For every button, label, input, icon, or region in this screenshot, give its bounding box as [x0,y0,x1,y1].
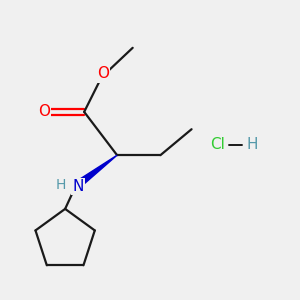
Text: O: O [38,104,50,119]
Text: H: H [56,178,66,192]
Polygon shape [73,155,117,189]
Text: O: O [97,66,109,81]
Text: Cl: Cl [210,137,225,152]
Text: N: N [73,179,84,194]
Text: H: H [246,137,258,152]
